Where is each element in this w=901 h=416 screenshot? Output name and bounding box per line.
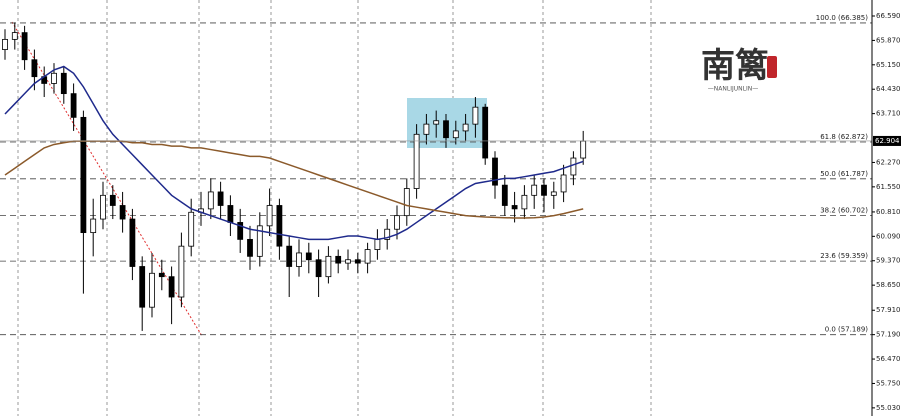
candle-body — [168, 276, 175, 298]
candle-body — [482, 106, 489, 159]
candle-body — [207, 191, 214, 210]
fib-label: 0.0 (57.189) — [825, 326, 869, 334]
candle-body — [31, 59, 38, 78]
y-tick-label: 55.750 — [876, 379, 901, 387]
candle-body — [11, 32, 18, 40]
current-price-label: 62.904 — [875, 137, 900, 145]
candle-body — [256, 225, 263, 257]
candle-body — [100, 194, 106, 220]
candle-body — [60, 72, 67, 95]
candle-body — [452, 130, 459, 139]
candle-body — [276, 205, 283, 247]
candle-body — [345, 259, 351, 264]
y-tick-label: 65.150 — [876, 61, 901, 69]
y-tick-label: 62.270 — [876, 158, 901, 166]
candle-body — [237, 222, 244, 240]
candle-body — [139, 266, 146, 308]
candle-body — [570, 157, 577, 176]
candle-body — [305, 252, 312, 261]
y-tick-label: 58.650 — [876, 281, 901, 289]
watermark-logo: 南篱 — [701, 46, 769, 86]
candle-body — [158, 272, 165, 278]
candle-body — [217, 191, 224, 206]
candle-body — [21, 32, 28, 61]
candle-body — [492, 157, 498, 186]
candle-body — [354, 259, 361, 264]
candle-body — [541, 184, 547, 196]
candle-body — [433, 120, 440, 125]
candle-body — [325, 255, 332, 278]
candle-body — [511, 205, 518, 210]
candle-body — [462, 123, 469, 132]
y-tick-label: 59.370 — [876, 257, 901, 265]
fib-label: 38.2 (60.702) — [820, 207, 868, 215]
candle-body — [364, 249, 371, 264]
watermark-text: —NANLIJUNLIN— — [708, 86, 758, 93]
y-tick-label: 57.910 — [876, 306, 901, 314]
candle-body — [90, 218, 97, 234]
candle-body — [51, 72, 57, 84]
candle-body — [315, 259, 322, 278]
candle-body — [227, 205, 234, 223]
y-tick-label: 65.870 — [876, 36, 901, 44]
fib-label: 23.6 (59.359) — [820, 252, 868, 260]
candle-body — [403, 188, 410, 217]
candle-body — [80, 116, 87, 234]
moving-average — [4, 65, 584, 241]
y-tick-label: 61.550 — [876, 183, 901, 191]
candle-body — [266, 205, 273, 227]
candle-body — [286, 245, 293, 267]
candle-body — [109, 194, 116, 206]
candle-body — [443, 120, 449, 139]
fib-label: 61.8 (62.872) — [820, 133, 868, 141]
candle-body — [2, 38, 8, 50]
y-tick-label: 60.810 — [876, 208, 901, 216]
candle-body — [247, 238, 253, 257]
y-tick-label: 64.430 — [876, 85, 901, 93]
y-tick-label: 66.590 — [876, 12, 901, 20]
candle-body — [394, 215, 400, 230]
fib-label: 100.0 (66.385) — [816, 14, 868, 22]
candle-body — [335, 255, 342, 264]
seal — [767, 56, 777, 78]
candle-body — [188, 211, 195, 247]
candle-body — [560, 174, 567, 193]
candle-body — [550, 191, 557, 196]
candle-body — [413, 133, 420, 189]
candle-body — [178, 245, 185, 298]
candle-body — [129, 218, 136, 267]
candle-body — [374, 238, 381, 250]
candle-body — [472, 106, 479, 125]
fib-label: 50.0 (61.787) — [820, 170, 868, 178]
candle-body — [70, 93, 77, 118]
candle-body — [119, 205, 126, 220]
y-tick-label: 55.030 — [876, 404, 901, 412]
candle-body — [521, 194, 528, 210]
current-price-box — [873, 135, 901, 146]
y-tick-label: 60.090 — [876, 232, 901, 240]
candle-body — [423, 123, 430, 135]
candle-body — [384, 228, 391, 240]
candle-body — [501, 184, 508, 206]
plot-area — [0, 22, 872, 336]
candle-body — [580, 140, 587, 159]
candle-body — [149, 272, 155, 308]
y-tick-label: 63.710 — [876, 110, 901, 118]
candle-body — [531, 184, 538, 196]
y-tick-label: 56.470 — [876, 355, 901, 363]
y-tick-label: 57.190 — [876, 331, 901, 339]
candle-body — [296, 252, 302, 267]
